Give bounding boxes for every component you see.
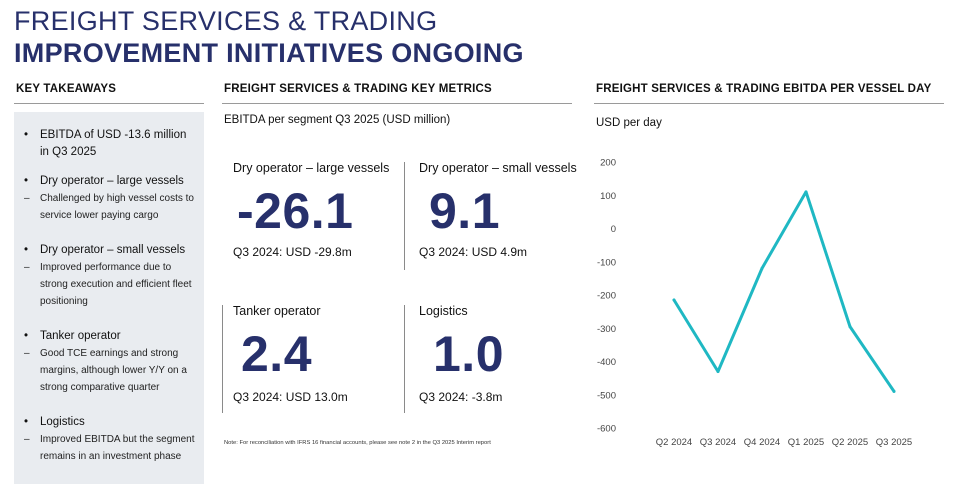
metric-label: Dry operator – small vessels	[419, 161, 577, 175]
x-tick-label: Q4 2024	[744, 437, 780, 448]
y-tick-label: -500	[597, 390, 616, 401]
chart-title: FREIGHT SERVICES & TRADING EBITDA PER VE…	[596, 83, 932, 95]
metric-divider	[404, 305, 405, 413]
takeaway-subtext: Good TCE earnings and strong margins, al…	[40, 348, 187, 393]
takeaway-subtext: Challenged by high vessel costs to servi…	[40, 193, 194, 221]
y-tick-label: -300	[597, 324, 616, 335]
takeaway-item: • Dry operator – small vessels	[22, 242, 196, 259]
takeaway-subitem: – Good TCE earnings and strong margins, …	[22, 345, 196, 396]
metric-label: Dry operator – large vessels	[233, 161, 390, 175]
metrics-divider	[222, 103, 572, 104]
dash-marker: –	[24, 262, 30, 273]
takeaway-item: • Logistics	[22, 414, 196, 431]
footnote: Note: For reconciliation with IFRS 16 fi…	[224, 440, 491, 446]
metric-divider	[404, 162, 405, 270]
takeaway-text: Dry operator – large vessels	[40, 175, 184, 187]
metric-label: Logistics	[419, 304, 468, 318]
metric-dry-small: Dry operator – small vessels 9.1 Q3 2024…	[419, 161, 577, 259]
takeaways-panel: • EBITDA of USD -13.6 million in Q3 2025…	[14, 112, 204, 484]
x-tick-label: Q2 2024	[656, 437, 692, 448]
metric-logistics: Logistics 1.0 Q3 2024: -3.8m	[419, 304, 504, 404]
bullet-marker: •	[24, 330, 29, 342]
metric-tanker: Tanker operator 2.4 Q3 2024: USD 13.0m	[233, 304, 348, 404]
data-point	[672, 298, 676, 302]
y-tick-label: 0	[611, 224, 616, 235]
bullet-marker: •	[24, 129, 29, 141]
takeaway-text: EBITDA of USD -13.6 million in Q3 2025	[40, 129, 187, 158]
takeaway-item: • Tanker operator	[22, 328, 196, 345]
chart-divider	[594, 103, 944, 104]
data-point	[892, 389, 896, 393]
metric-value: 2.4	[241, 326, 313, 382]
chart-ylabel: USD per day	[596, 117, 662, 129]
y-tick-label: -600	[597, 424, 616, 435]
takeaways-divider	[14, 103, 204, 104]
takeaway-item: • EBITDA of USD -13.6 million in Q3 2025	[22, 127, 196, 161]
dash-marker: –	[24, 348, 30, 359]
metrics-heading: FREIGHT SERVICES & TRADING KEY METRICS	[224, 83, 492, 95]
takeaway-item: • Dry operator – large vessels	[22, 173, 196, 190]
page-title-line1: FREIGHT SERVICES & TRADING	[14, 6, 438, 36]
takeaway-text: Logistics	[40, 416, 85, 428]
bullet-marker: •	[24, 244, 29, 256]
y-tick-label: -400	[597, 357, 616, 368]
line-chart: 200 100 0 -100 -200 -300 -400 -500 -600 Q2 2024 Q3…	[597, 158, 912, 449]
takeaway-subitem: – Challenged by high vessel costs to ser…	[22, 190, 196, 224]
data-point	[848, 325, 852, 329]
metric-value: 9.1	[429, 183, 501, 239]
takeaway-text: Tanker operator	[40, 330, 121, 342]
dash-marker: –	[24, 434, 30, 445]
takeaway-subitem: – Improved performance due to strong exe…	[22, 259, 196, 310]
y-tick-label: -200	[597, 291, 616, 302]
metric-prior-year: Q3 2024: USD -29.8m	[233, 245, 352, 259]
takeaway-subtext: Improved performance due to strong execu…	[40, 262, 192, 307]
takeaway-text: Dry operator – small vessels	[40, 244, 186, 256]
metric-prior-year: Q3 2024: USD 13.0m	[233, 390, 348, 404]
x-tick-label: Q2 2025	[832, 437, 868, 448]
y-tick-label: 200	[600, 158, 616, 169]
x-tick-label: Q3 2024	[700, 437, 736, 448]
x-tick-label: Q1 2025	[788, 437, 824, 448]
data-point	[716, 369, 720, 373]
data-point	[804, 190, 808, 194]
page-title-line2: IMPROVEMENT INITIATIVES ONGOING	[14, 38, 524, 68]
takeaways-heading: KEY TAKEAWAYS	[16, 83, 117, 95]
y-tick-label: 100	[600, 191, 616, 202]
series-line	[672, 190, 896, 393]
metric-prior-year: Q3 2024: -3.8m	[419, 390, 503, 404]
metric-value: -26.1	[237, 183, 354, 239]
takeaway-subitem: – Improved EBITDA but the segment remain…	[22, 431, 196, 465]
y-tick-label: -100	[597, 257, 616, 268]
data-point	[760, 266, 764, 270]
bullet-marker: •	[24, 175, 29, 187]
metric-divider	[222, 305, 223, 413]
metric-label: Tanker operator	[233, 304, 321, 318]
metric-prior-year: Q3 2024: USD 4.9m	[419, 245, 528, 259]
bullet-marker: •	[24, 416, 29, 428]
takeaway-subtext: Improved EBITDA but the segment remains …	[40, 434, 195, 462]
x-tick-label: Q3 2025	[876, 437, 912, 448]
metric-value: 1.0	[433, 326, 505, 382]
dash-marker: –	[24, 193, 30, 204]
metrics-subtitle: EBITDA per segment Q3 2025 (USD million)	[224, 114, 451, 126]
metric-dry-large: Dry operator – large vessels -26.1 Q3 20…	[233, 161, 389, 259]
